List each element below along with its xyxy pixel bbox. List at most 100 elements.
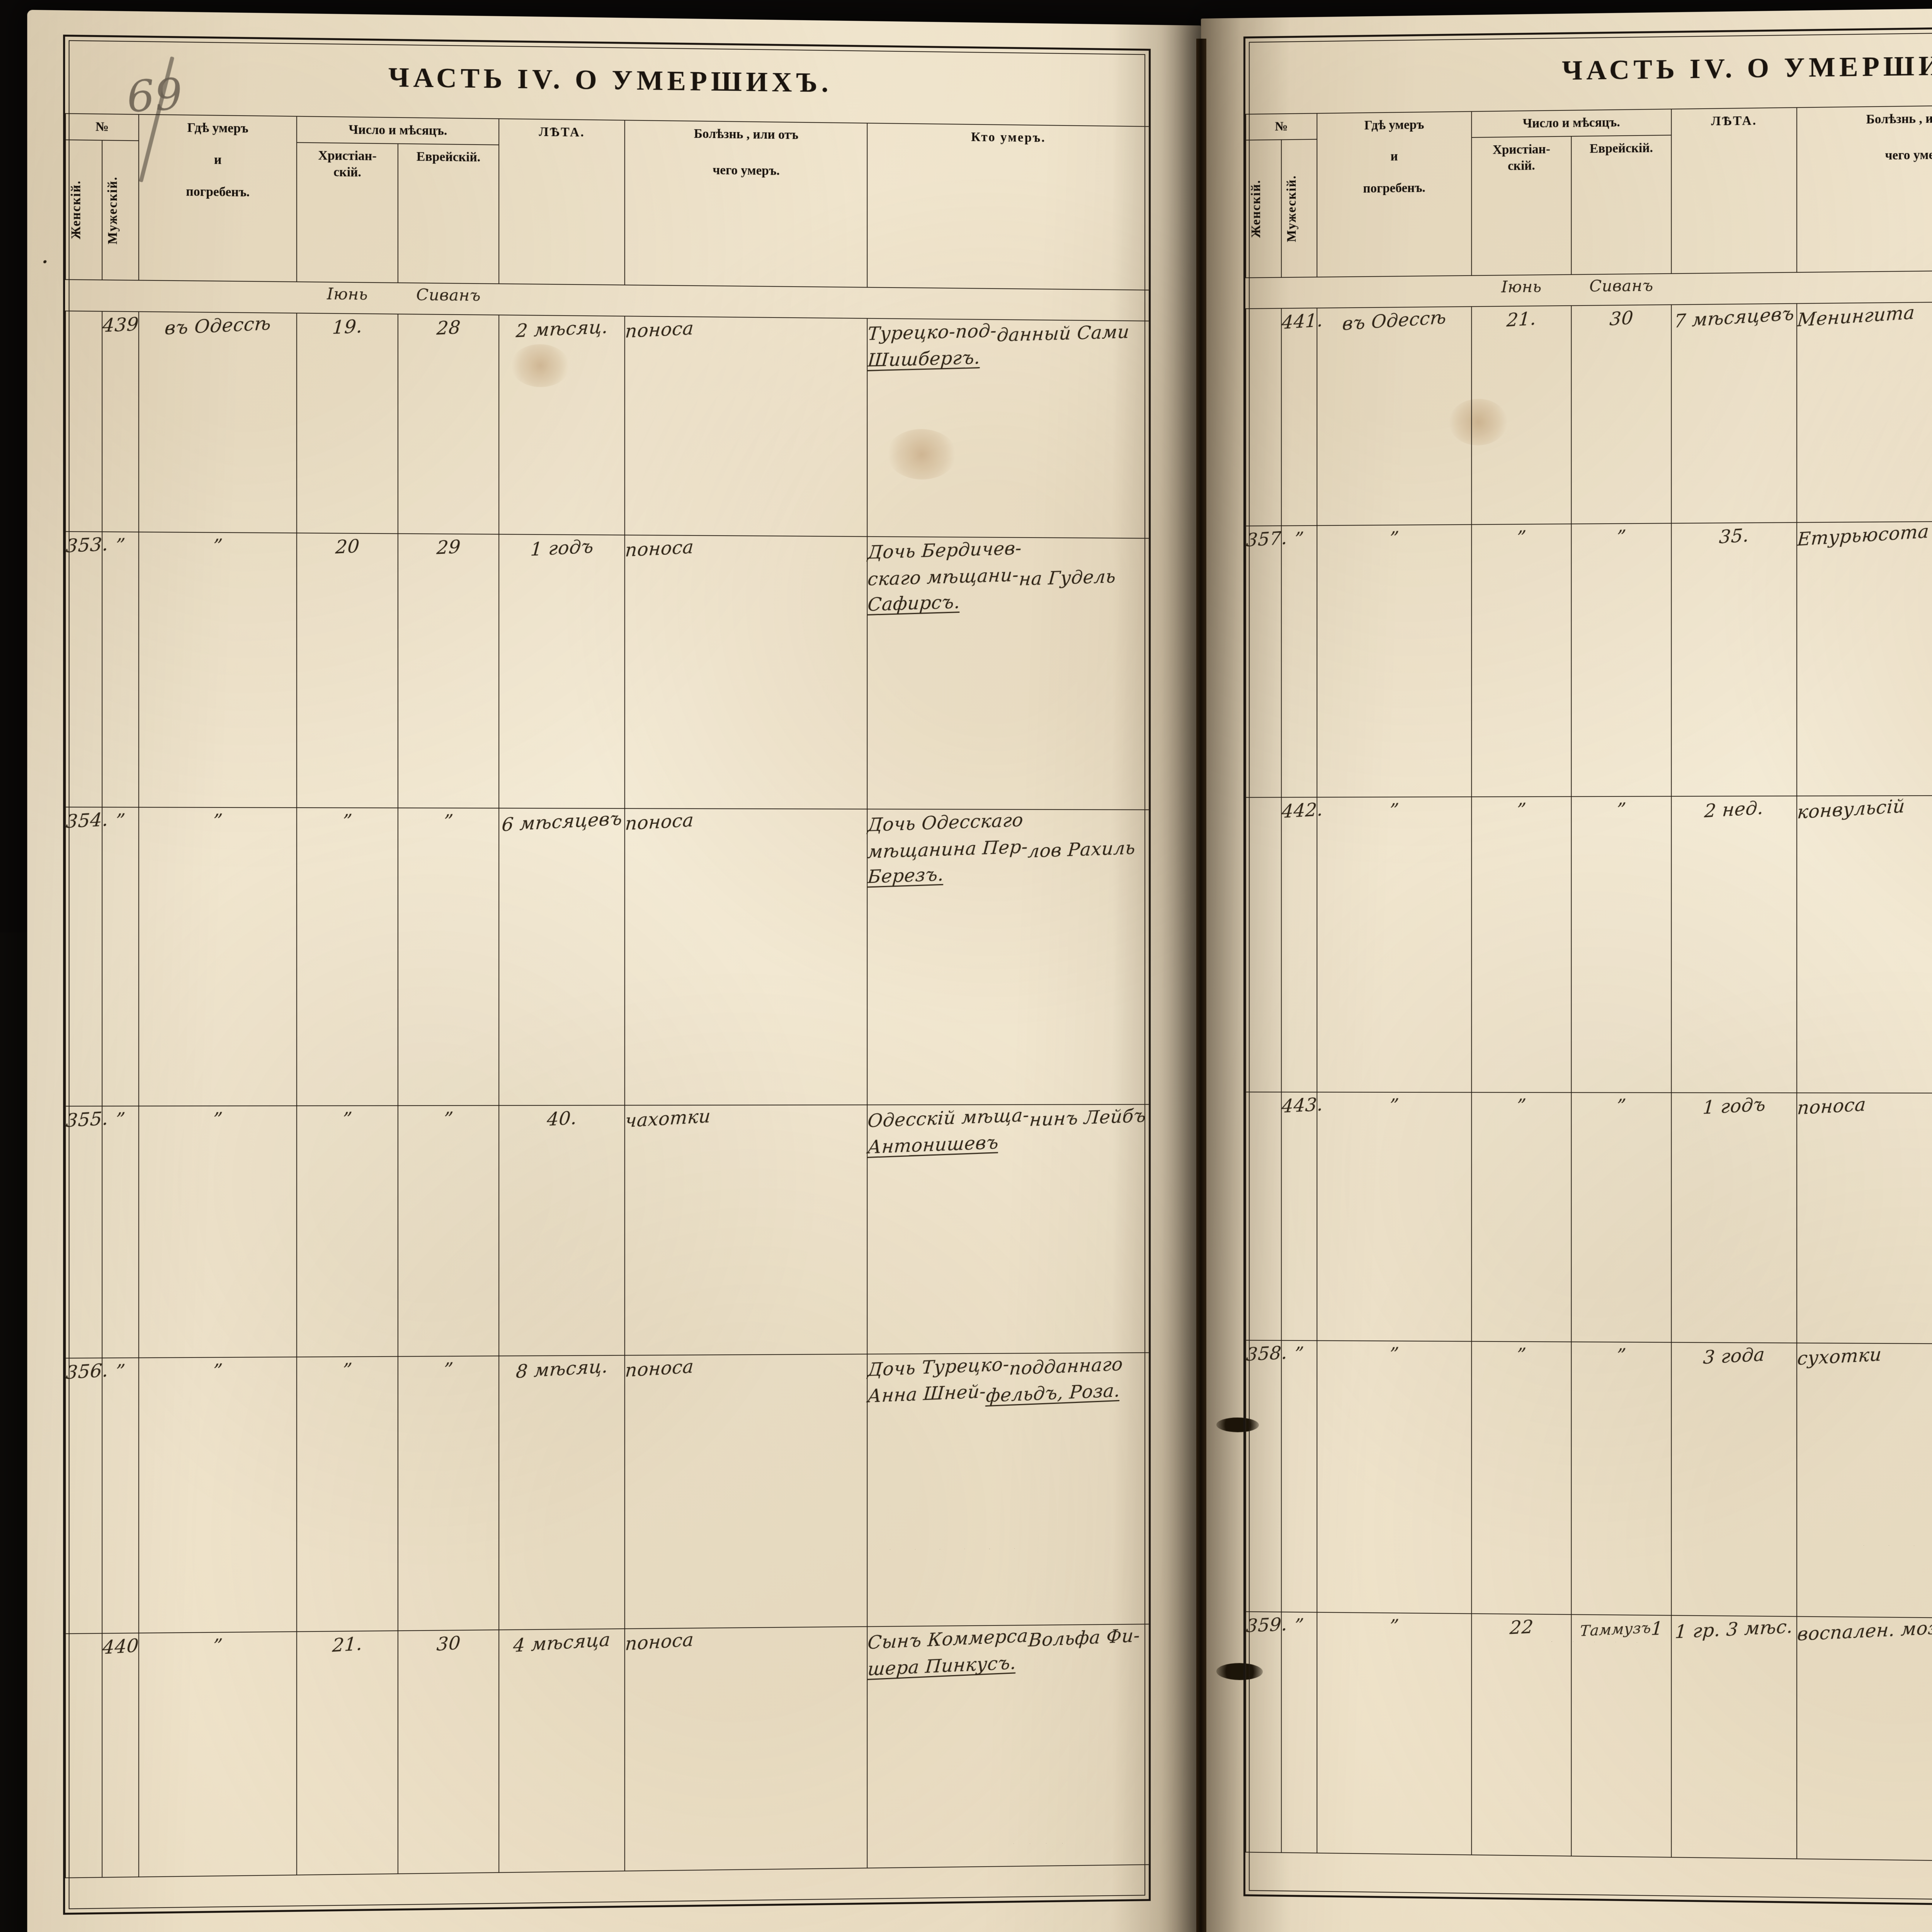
header-female: Женскій. [1246,140,1281,278]
table-row: 359.”” 22 Таммузъ1 1 гр. 3 мѣс. воспален. мо… [1246,1612,1932,1865]
cell-where-died: ” [1317,525,1471,798]
cell-years: 1 годъ [1671,1093,1797,1343]
cell-date-christian: 19. [297,313,398,534]
cell-date-christian: ” [1471,1092,1571,1342]
month-christian: Іюнь [297,282,398,314]
cell-who-died: Турецко-под-данный СамиШишбергъ. [867,318,1149,538]
who-died-line: Дочь Турецко- [867,1351,1010,1384]
cell-number-female [1246,308,1281,526]
header-jewish-date: Еврейскій. [398,144,499,284]
header-where: Гдѣ умеръ и погребенъ. [1317,112,1471,277]
cell-date-christian: ” [297,1357,398,1632]
cell-date-jewish: ” [1571,796,1672,1093]
cell-date-christian: ” [1471,1342,1571,1615]
cell-number-male: ” [1281,1612,1317,1853]
table-row: 353.”” 20 29 1 годъ поноса Дочь Бердичев-скаг… [65,532,1149,810]
cell-number-male: ” [1281,526,1317,797]
who-died-line: данный Сами [996,319,1130,349]
cell-date-christian: 20 [297,533,398,808]
header-christian-date: Христіан- скій. [297,143,398,283]
who-died-line: на Гудель [1018,563,1116,593]
left-page-title: ЧАСТЬ IV. О УМЕРШИХЪ. [65,57,1149,103]
month-christian: Іюнь [1471,275,1571,307]
who-died-line: Антонишевъ [867,1129,1000,1161]
header-christian-date: Христіан- скій. [1471,136,1571,276]
cell-illness: поноса [1797,1093,1932,1344]
document-scan: 69 ЧАСТЬ IV. О УМЕРШИХЪ. № [0,0,1932,1932]
left-page: 69 ЧАСТЬ IV. О УМЕРШИХЪ. № [27,10,1201,1932]
cell-date-jewish: 28 [398,314,499,534]
cell-number-male: ” [102,807,139,1106]
cell-number-female: 355. [65,1106,102,1358]
cell-years: 3 года [1671,1342,1797,1616]
cell-date-christian: 21. [297,1631,398,1875]
cell-where-died: ” [139,1632,297,1877]
header-illness: Болѣзнь , или отъ чего умеръ. [1797,105,1932,272]
cell-date-christian: ” [297,1106,398,1357]
who-died-line: Дочь Одесскаго [867,807,1024,839]
book-spread: 69 ЧАСТЬ IV. О УМЕРШИХЪ. № [46,15,1932,1932]
who-died-line: фельдъ, Роза. [985,1378,1121,1410]
table-row: 358.””””3 годасухоткиОдесДочь Мало-янска… [1246,1340,1932,1621]
header-years: ЛѢТА. [1671,107,1797,274]
month-jewish: Сиванъ [398,283,499,315]
cell-who-died: Одесскій мѣща-нинъ Лейбъ Антонишевъ [867,1104,1149,1354]
table-row: 442.”””2 нед.конвульсійСынъ Одесска-го м… [1246,795,1932,1094]
cell-illness: сухотки [1797,1343,1932,1619]
cell-number-female: 358. [1246,1340,1281,1612]
cell-illness: конвульсій [1797,796,1932,1094]
who-died-line: Анна Шней- [867,1378,987,1410]
cell-date-jewish: Таммузъ1 [1571,1615,1672,1857]
cell-illness: поноса [625,809,867,1105]
cell-date-christian: ” [1471,524,1571,797]
cell-jewish-month-note: Таммузъ [1579,1617,1652,1642]
cell-where-died: ” [1317,1612,1471,1855]
cell-date-jewish: ” [1571,523,1672,796]
cell-where-died: ” [139,807,297,1106]
cell-number-female: 353. [65,532,102,807]
cell-date-christian: ” [1471,797,1571,1093]
cell-number-male: ” [102,532,139,808]
header-date-group: Число и мѣсяцъ. [297,116,499,145]
who-died-line: Турецко-под- [867,318,998,348]
right-page-title: ЧАСТЬ IV. О УМЕРШИХЪ. [1245,44,1932,90]
table-row: 440” 21. 30 4 мѣсяца поноса Сынъ КоммерсаВоль… [65,1624,1149,1878]
cell-where-died: ” [1317,1341,1471,1614]
cell-date-jewish: 30 [398,1630,499,1874]
cell-date-jewish: ” [398,1356,499,1631]
header-illness: Болѣзнь , или отъ чего умеръ. [625,120,867,287]
book-binding [1196,39,1206,1932]
who-died-line: Вольфа Фи- [1027,1622,1141,1654]
table-row: 355.”””” 40. чахотки Одесскій мѣща-нинъ Лей… [65,1104,1149,1358]
header-who: Кто умеръ. [867,123,1149,290]
cell-number-male: ” [1281,1340,1317,1612]
header-number-group: № [1246,113,1317,140]
cell-years: 1 годъ [499,534,625,809]
cell-where-died: ” [1317,797,1471,1092]
month-jewish: Сиванъ [1571,274,1672,306]
cell-number-female [65,311,102,532]
margin-tick: · [41,248,49,276]
who-died-line: нинъ Лейбъ [1028,1103,1146,1134]
header-male: Мужескій. [1281,139,1317,277]
header-date-group: Число и мѣсяцъ. [1471,109,1671,138]
cell-date-jewish: ” [1571,1093,1672,1343]
cell-date-jewish: ” [1571,1342,1672,1616]
table-row: 443.”””1 годъпоносаСынъ Балтска-го мѣщан… [1246,1092,1932,1345]
cell-date-jewish: 29 [398,534,499,808]
who-died-line: Дочь Бердичев- [867,535,1022,566]
cell-illness: поноса [625,316,867,536]
cell-number-female [65,1633,102,1878]
cell-illness: чахотки [625,1105,867,1355]
cell-who-died: Дочь Турецко-подданнагоАнна Шней-фельдъ,… [867,1353,1149,1627]
cell-years: 8 мѣсяц. [499,1355,625,1630]
cell-who-died: Дочь Бердичев-скаго мѣщани-на ГудельСафи… [867,537,1149,810]
cell-where-died: ” [139,1357,297,1633]
header-years: ЛѢТА. [499,119,625,285]
cell-date-jewish: ” [398,1105,499,1357]
cell-years: 40. [499,1105,625,1356]
header-jewish-date: Еврейскій. [1571,135,1672,275]
cell-number-male: 443. [1281,1092,1317,1341]
table-row: 354.”””” 6 мѣсяцевъ поноса Дочь Одесскагомѣ… [65,807,1149,1106]
cell-illness: поноса [625,1354,867,1629]
